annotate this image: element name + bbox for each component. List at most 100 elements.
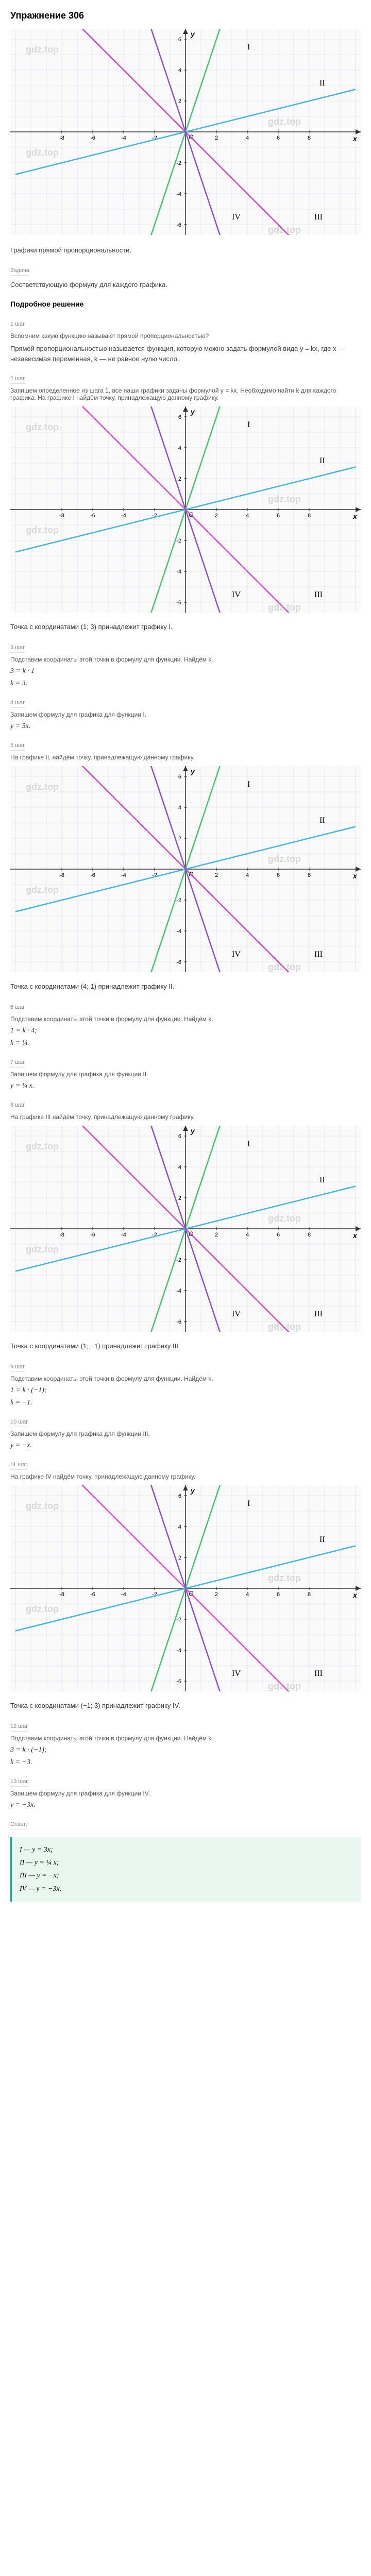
graph: -8-6-4-22468-6-4-2246OxyIIIIIIIVgdz.topg… xyxy=(10,1126,361,1332)
step-label: 8 шаг xyxy=(10,1102,25,1110)
graph: -8-6-4-22468-6-4-2246OxyIIIIIIIVgdz.topg… xyxy=(10,406,361,613)
svg-text:-8: -8 xyxy=(59,1591,64,1598)
task-label: Задача xyxy=(10,267,29,276)
svg-text:-8: -8 xyxy=(59,872,64,878)
svg-text:8: 8 xyxy=(308,1232,311,1238)
svg-text:2: 2 xyxy=(215,1232,218,1238)
step2-text: Запишем определенное из шага 1, все наши… xyxy=(10,387,361,401)
step-label: 10 шаг xyxy=(10,1419,28,1427)
step-label: 13 шаг xyxy=(10,1778,28,1787)
step-text: Запишем формулу для графика для функции … xyxy=(10,711,361,718)
svg-text:-2: -2 xyxy=(176,538,181,544)
svg-text:x: x xyxy=(352,512,358,520)
svg-text:2: 2 xyxy=(178,1555,181,1561)
answer-box: I — y = 3x; II — y = ¼ x; III — y = −x; … xyxy=(10,1837,361,1902)
svg-text:8: 8 xyxy=(308,1591,311,1598)
step-label: 4 шаг xyxy=(10,700,25,708)
svg-text:x: x xyxy=(352,1231,358,1240)
svg-text:2: 2 xyxy=(178,98,181,105)
svg-text:2: 2 xyxy=(215,513,218,519)
svg-text:I: I xyxy=(247,1140,250,1148)
svg-text:-4: -4 xyxy=(121,135,126,141)
svg-text:4: 4 xyxy=(178,67,181,74)
step-text: Подставим координаты этой точки в формул… xyxy=(10,656,361,663)
svg-text:-4: -4 xyxy=(121,1232,126,1238)
step-label: 3 шаг xyxy=(10,645,25,653)
svg-text:II: II xyxy=(319,1176,325,1184)
point-text: Точка с координатами (1; −1) принадлежит… xyxy=(10,1342,361,1350)
step-text: Запишем формулу для графика для функции … xyxy=(10,1790,361,1797)
svg-text:-6: -6 xyxy=(90,135,95,141)
svg-text:8: 8 xyxy=(308,872,311,878)
step-text: На графике IV найдём точку, принадлежащу… xyxy=(10,1473,361,1480)
svg-text:2: 2 xyxy=(215,135,218,141)
svg-text:-4: -4 xyxy=(176,569,181,575)
svg-text:-2: -2 xyxy=(176,897,181,904)
equation: k = ¼. xyxy=(10,1039,361,1047)
svg-text:III: III xyxy=(314,1669,323,1678)
intro-text: Графики прямой пропорциональности. xyxy=(10,245,361,256)
step-label: 12 шаг xyxy=(10,1723,28,1732)
svg-text:4: 4 xyxy=(246,1232,249,1238)
svg-text:4: 4 xyxy=(178,1164,181,1171)
svg-text:IV: IV xyxy=(232,590,241,599)
graph: -8-6-4-22468-6-4-2246OxyIIIIIIIVgdz.topg… xyxy=(10,1485,361,1691)
svg-text:I: I xyxy=(247,420,250,429)
step-label: 6 шаг xyxy=(10,1004,25,1012)
svg-text:-6: -6 xyxy=(176,959,181,965)
step-label: 7 шаг xyxy=(10,1059,25,1067)
svg-text:x: x xyxy=(352,134,358,143)
svg-text:-6: -6 xyxy=(176,222,181,228)
svg-text:4: 4 xyxy=(178,445,181,451)
svg-text:I: I xyxy=(247,780,250,789)
svg-text:-4: -4 xyxy=(176,928,181,935)
svg-text:6: 6 xyxy=(277,872,280,878)
step-label: 11 шаг xyxy=(10,1462,27,1470)
svg-text:6: 6 xyxy=(277,1591,280,1598)
svg-text:-4: -4 xyxy=(121,1591,126,1598)
step1-q: Вспомним какую функцию называют прямой п… xyxy=(10,332,361,340)
step-text: На графике II, найдём точку, принадлежащ… xyxy=(10,754,361,761)
step-label: 5 шаг xyxy=(10,742,25,751)
svg-text:-8: -8 xyxy=(59,135,64,141)
equation: k = −3. xyxy=(10,1758,361,1767)
svg-text:IV: IV xyxy=(232,1669,241,1678)
svg-text:y: y xyxy=(190,1486,195,1495)
svg-text:-8: -8 xyxy=(59,1232,64,1238)
svg-text:y: y xyxy=(190,408,195,416)
svg-text:-6: -6 xyxy=(90,1232,95,1238)
svg-text:4: 4 xyxy=(246,135,249,141)
svg-text:-6: -6 xyxy=(90,513,95,519)
svg-text:x: x xyxy=(352,1591,358,1599)
graph: -8-6-4-22468-6-4-2246OxyIIIIIIIVgdz.topg… xyxy=(10,766,361,972)
svg-text:IV: IV xyxy=(232,1310,241,1318)
step-label: 2 шаг xyxy=(10,376,25,384)
equation: k = −1. xyxy=(10,1399,361,1407)
step-text: Подставим координаты этой точки в формул… xyxy=(10,1735,361,1742)
svg-text:-6: -6 xyxy=(90,872,95,878)
svg-text:I: I xyxy=(247,43,250,52)
svg-text:4: 4 xyxy=(246,513,249,519)
svg-text:II: II xyxy=(319,816,325,825)
equation: y = −3x. xyxy=(10,1801,361,1809)
step-text: Запишем формулу для графика для функции … xyxy=(10,1430,361,1437)
step-text: Запишем формулу для графика для функции … xyxy=(10,1071,361,1078)
svg-text:IV: IV xyxy=(232,950,241,959)
svg-text:8: 8 xyxy=(308,135,311,141)
svg-text:-4: -4 xyxy=(176,1648,181,1654)
svg-text:-4: -4 xyxy=(121,872,126,878)
equation: 1 = k · (−1); xyxy=(10,1386,361,1395)
svg-text:-2: -2 xyxy=(176,160,181,166)
svg-text:-2: -2 xyxy=(176,1257,181,1263)
svg-text:-4: -4 xyxy=(176,1288,181,1294)
equation: y = −x. xyxy=(10,1442,361,1450)
svg-text:III: III xyxy=(314,950,323,959)
answer-line: IV — y = −3x. xyxy=(20,1883,353,1895)
svg-text:III: III xyxy=(314,213,323,222)
svg-text:2: 2 xyxy=(178,836,181,842)
step1-text: Прямой пропорциональностью называется фу… xyxy=(10,344,361,364)
point-text: Точка с координатами (1; 3) принадлежит … xyxy=(10,623,361,631)
svg-text:III: III xyxy=(314,1310,323,1318)
svg-text:6: 6 xyxy=(178,414,181,420)
svg-text:4: 4 xyxy=(246,872,249,878)
